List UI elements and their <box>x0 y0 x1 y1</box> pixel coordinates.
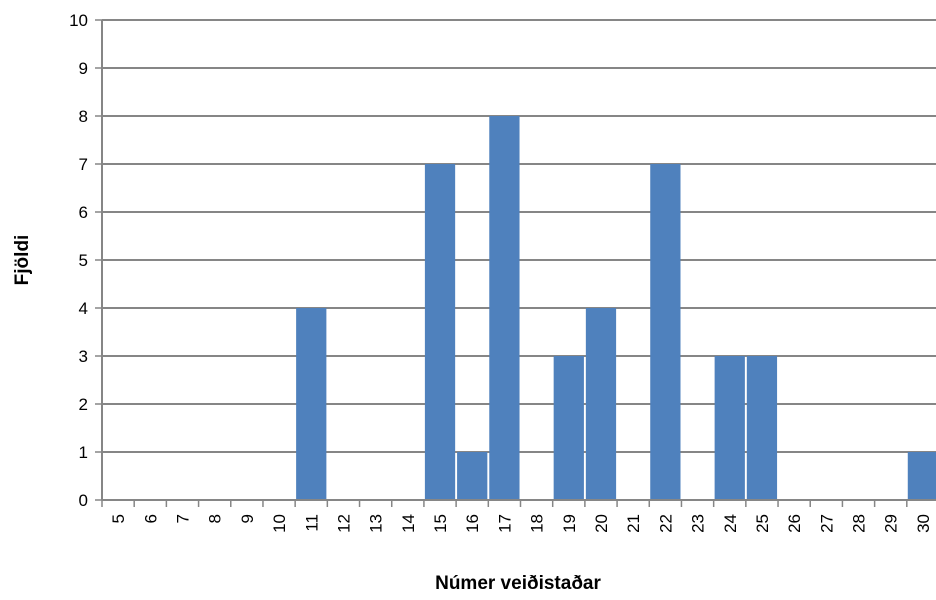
bar-25 <box>746 356 778 500</box>
bar-16 <box>457 452 488 500</box>
gridlines <box>102 19 936 453</box>
x-tick-label: 19 <box>560 514 579 533</box>
x-tick-label: 25 <box>753 514 772 533</box>
axes <box>95 19 936 507</box>
x-tick-label: 22 <box>656 514 675 533</box>
bar-11 <box>296 308 327 500</box>
y-tick-label: 2 <box>79 395 88 414</box>
y-tick-label: 7 <box>79 155 88 174</box>
y-tick-labels: 0 1 2 3 4 5 6 7 8 9 10 <box>69 11 88 510</box>
y-tick-label: 5 <box>79 251 88 270</box>
x-tick-label: 29 <box>882 514 901 533</box>
x-tick-label: 7 <box>173 514 192 523</box>
x-tick-label: 21 <box>624 514 643 533</box>
x-tick-labels: 5 6 7 8 9 10 11 12 13 14 15 16 17 18 19 20 21 22 23 24 25 26 2… <box>109 514 933 533</box>
x-tick-label: 5 <box>109 514 128 523</box>
x-tick-label: 27 <box>817 514 836 533</box>
x-tick-label: 20 <box>592 514 611 533</box>
y-tick-label: 4 <box>79 299 88 318</box>
x-tick-label: 9 <box>238 514 257 523</box>
x-tick-label: 13 <box>367 514 386 533</box>
x-tick-label: 6 <box>141 514 160 523</box>
y-tick-label: 3 <box>79 347 88 366</box>
y-tick-label: 0 <box>79 491 88 510</box>
bar-22 <box>650 164 681 500</box>
bar-24 <box>714 356 745 500</box>
y-tick-label: 8 <box>79 107 88 126</box>
x-tick-label: 12 <box>334 514 353 533</box>
x-tick-label: 17 <box>495 514 514 533</box>
bar-20 <box>585 308 617 500</box>
x-tick-label: 11 <box>302 514 321 532</box>
x-tick-label: 24 <box>721 514 740 533</box>
x-tick-label: 23 <box>689 514 708 533</box>
x-tick-label: 14 <box>399 514 418 533</box>
bar-15 <box>424 164 456 500</box>
x-tick-label: 8 <box>206 514 225 523</box>
y-tick-label: 10 <box>69 11 88 30</box>
bar-17 <box>489 116 520 500</box>
y-axis-title: Fjöldi <box>12 235 33 286</box>
x-tick-label: 10 <box>270 514 289 533</box>
y-tick-label: 9 <box>79 59 88 78</box>
x-tick-label: 26 <box>785 514 804 533</box>
x-tick-label: 16 <box>463 514 482 533</box>
bar-19 <box>553 356 584 500</box>
x-tick-label: 15 <box>431 514 450 533</box>
bars <box>296 116 936 500</box>
x-tick-label: 18 <box>528 514 547 533</box>
bar-30 <box>907 452 936 500</box>
y-tick-label: 1 <box>79 443 88 462</box>
x-tick-label: 28 <box>850 514 869 533</box>
x-axis-title: Númer veiðistaðar <box>435 573 601 594</box>
y-tick-label: 6 <box>79 203 88 222</box>
x-tick-label: 30 <box>914 514 933 533</box>
